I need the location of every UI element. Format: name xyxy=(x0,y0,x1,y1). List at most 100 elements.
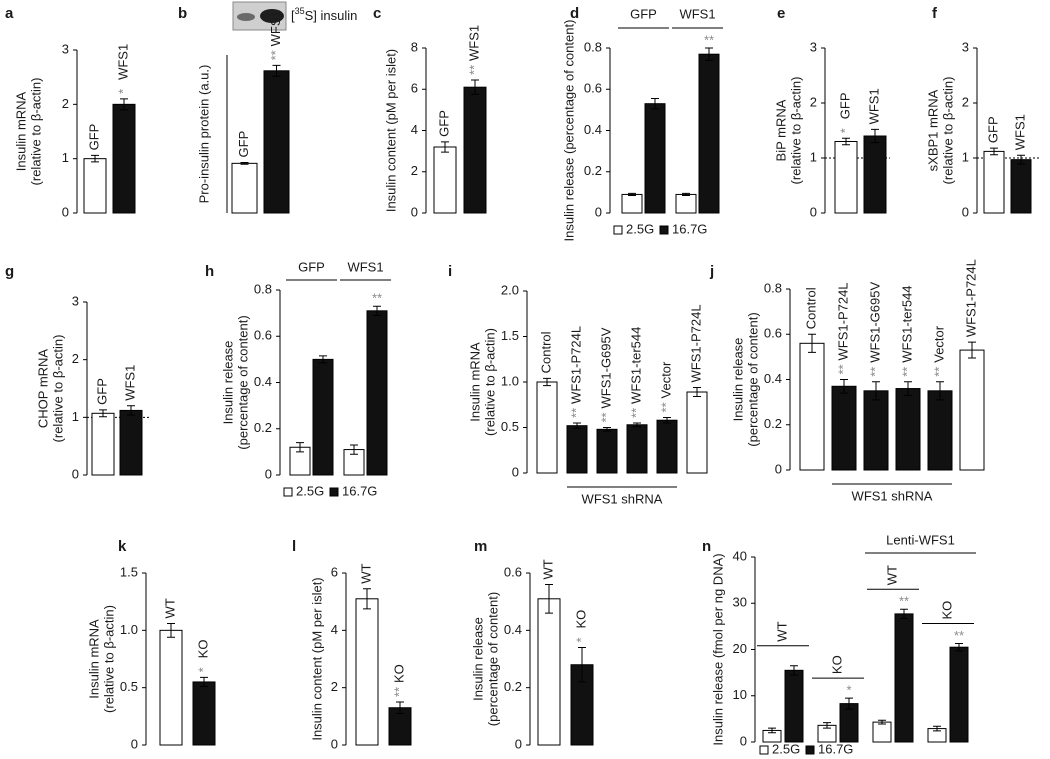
bar xyxy=(983,150,1005,214)
legend-label: 2.5G xyxy=(296,483,324,498)
error-bar xyxy=(99,409,107,418)
error-bar xyxy=(545,583,553,614)
error-bar xyxy=(272,64,281,77)
error-bar xyxy=(578,647,586,683)
category-label: WFS1-ter544 xyxy=(899,285,914,362)
error-bar xyxy=(120,98,128,111)
error-bar xyxy=(363,588,371,610)
error-bar xyxy=(200,676,208,688)
blot-label: [35S] insulin xyxy=(291,6,357,23)
category-label: KO xyxy=(195,640,210,659)
legend-label: 16.7G xyxy=(342,483,377,498)
category-label: WT xyxy=(358,563,373,583)
panel-letter: f xyxy=(932,5,938,22)
y-tick-label: 0.8 xyxy=(584,39,602,54)
group-label: GFP xyxy=(298,259,325,274)
y-axis-label: Insulin release xyxy=(470,617,485,701)
legend-swatch xyxy=(329,487,339,497)
y-tick-label: 0.2 xyxy=(504,679,522,694)
y-tick-label: 6 xyxy=(411,81,418,96)
y-tick-label: 1 xyxy=(962,149,969,164)
bar xyxy=(656,419,678,474)
legend-label: 16.7G xyxy=(818,741,853,756)
error-bar xyxy=(396,701,404,714)
legend-swatch xyxy=(759,745,769,755)
error-bar xyxy=(871,128,879,144)
y-tick-label: 8 xyxy=(411,39,418,54)
error-bar xyxy=(628,192,636,196)
y-tick-label: 1.5 xyxy=(501,328,519,343)
blot-label-part: [ xyxy=(291,8,295,23)
error-bar xyxy=(808,333,816,353)
bar xyxy=(894,613,914,743)
panel-letter: n xyxy=(702,538,711,555)
bar xyxy=(644,103,666,214)
panel-letter: a xyxy=(5,5,14,22)
y-tick-label: 0 xyxy=(331,736,338,751)
panel-letter: g xyxy=(5,263,14,280)
y-tick-label: 3 xyxy=(72,293,79,308)
y-tick-label: 2 xyxy=(962,94,969,109)
category-label: WFS1-P724L xyxy=(568,326,583,404)
y-tick-label: 0 xyxy=(411,204,418,219)
bar xyxy=(537,598,561,746)
bar xyxy=(159,629,183,746)
y-tick-label: 3 xyxy=(62,41,69,56)
y-axis-label: (percentage of content) xyxy=(485,592,500,726)
error-bar xyxy=(167,622,175,638)
significance: ** xyxy=(568,408,583,418)
category-label: KO xyxy=(573,610,588,629)
y-axis-label: Insulin content (pM per islet) xyxy=(383,49,398,212)
y-axis-label: Insulin mRNA xyxy=(13,91,28,171)
legend-swatch xyxy=(283,487,293,497)
y-axis-label: Insulin mRNA xyxy=(467,342,482,422)
significance: ** xyxy=(954,628,964,643)
error-bar xyxy=(768,727,776,734)
significance: ** xyxy=(704,32,714,47)
error-bar xyxy=(573,422,581,429)
y-tick-label: 0.2 xyxy=(584,163,602,178)
y-axis-label: BiP mRNA xyxy=(773,99,788,161)
bar xyxy=(834,141,858,214)
legend-swatch xyxy=(805,745,815,755)
category-label: WFS1 xyxy=(115,44,130,80)
error-bar xyxy=(373,305,381,316)
bar xyxy=(949,646,969,743)
bar xyxy=(895,388,921,471)
group-label: KO xyxy=(939,601,954,620)
category-label: GFP xyxy=(94,378,109,405)
y-tick-label: 3 xyxy=(962,39,969,54)
y-tick-label: 0.2 xyxy=(254,420,272,435)
y-tick-label: 0.2 xyxy=(764,416,782,431)
y-tick-label: 0 xyxy=(515,736,522,751)
bar xyxy=(799,342,825,471)
error-bar xyxy=(933,725,941,732)
y-tick-label: 1 xyxy=(810,149,817,164)
y-tick-label: 1.0 xyxy=(501,373,519,388)
bar xyxy=(463,86,487,214)
error-bar xyxy=(1017,154,1025,165)
y-tick-label: 0 xyxy=(595,204,602,219)
error-bar xyxy=(823,722,831,729)
y-tick-label: 3 xyxy=(810,39,817,54)
blot-label-sup: 35 xyxy=(295,6,305,16)
bar xyxy=(1010,159,1032,214)
significance: ** xyxy=(268,50,283,60)
panel-letter: b xyxy=(178,5,187,22)
error-bar xyxy=(840,379,848,394)
legend-swatch xyxy=(659,225,669,235)
bar xyxy=(959,349,985,471)
bar xyxy=(863,390,889,471)
error-bar xyxy=(693,386,701,398)
category-label: WT xyxy=(540,559,555,579)
error-bar xyxy=(91,154,99,163)
panel-letter: j xyxy=(709,263,714,280)
bar xyxy=(231,162,258,214)
category-label: WFS1 xyxy=(268,10,283,46)
error-bar xyxy=(842,137,850,146)
significance: ** xyxy=(931,367,946,377)
y-tick-label: 0.4 xyxy=(504,622,522,637)
y-axis-label: Insulin release xyxy=(220,341,235,425)
